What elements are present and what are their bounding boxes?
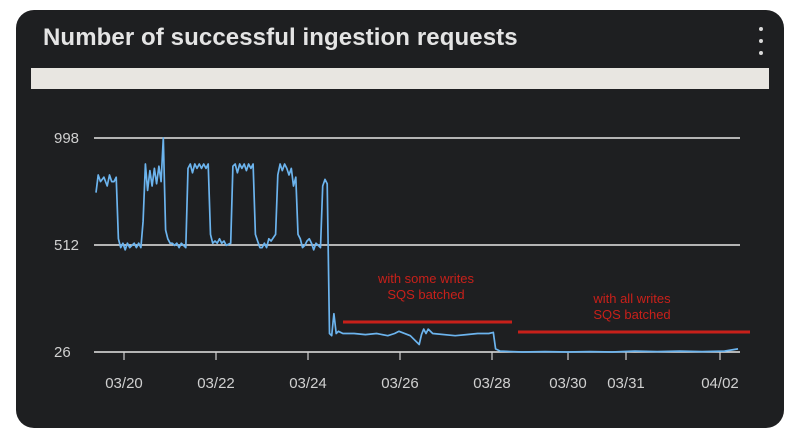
filter-band [31, 68, 769, 89]
x-tick-label: 03/30 [549, 375, 587, 392]
y-tick-label: 512 [54, 237, 79, 254]
y-tick-label: 998 [54, 130, 79, 147]
x-tick-label: 04/02 [701, 375, 739, 392]
y-tick-label: 26 [54, 344, 71, 361]
annotation-label: with some writes [377, 271, 475, 286]
x-tick-label: 03/26 [381, 375, 419, 392]
x-tick-label: 03/22 [197, 375, 235, 392]
annotation-label: with all writes [592, 291, 671, 306]
card-title: Number of successful ingestion requests [43, 24, 518, 51]
x-tick-label: 03/31 [607, 375, 645, 392]
x-tick-label: 03/20 [105, 375, 143, 392]
kebab-menu-icon[interactable] [754, 27, 768, 55]
x-tick-label: 03/28 [473, 375, 511, 392]
series-line [95, 137, 739, 353]
x-tick-label: 03/24 [289, 375, 327, 392]
annotation-label: SQS batched [387, 287, 464, 302]
annotation-label: SQS batched [593, 307, 670, 322]
